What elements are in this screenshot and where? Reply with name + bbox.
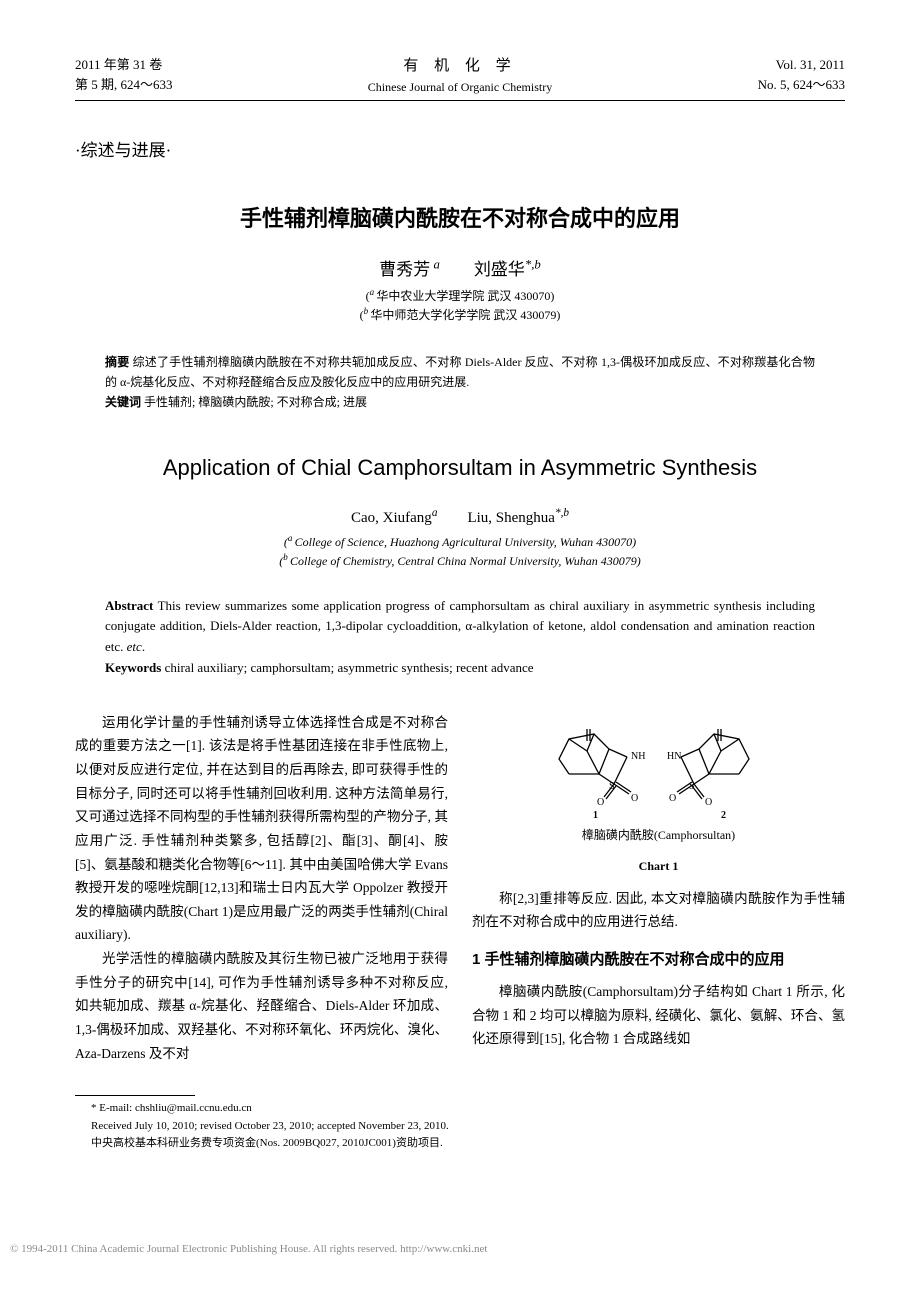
- chart-caption-cn: 樟脑磺内酰胺(Camphorsultan): [472, 825, 845, 846]
- abstract-en-label: Abstract: [105, 598, 153, 613]
- page-footer: © 1994-2011 China Academic Journal Elect…: [0, 1243, 920, 1255]
- camphorsultam-structures-icon: NH HN S S O O O O 1 2: [529, 711, 789, 821]
- header-right-line2: No. 5, 624～633: [665, 75, 845, 95]
- journal-name-en: Chinese Journal of Organic Chemistry: [255, 78, 665, 96]
- authors-en: Cao, Xiufanga Liu, Shenghua*,b: [75, 507, 845, 527]
- body-left-p2: 光学活性的樟脑磺内酰胺及其衍生物已被广泛地用于获得手性分子的研究中[14], 可…: [75, 947, 448, 1065]
- svg-text:O: O: [669, 793, 676, 804]
- body-right-p2: 樟脑磺内酰胺(Camphorsultam)分子结构如 Chart 1 所示, 化…: [472, 980, 845, 1051]
- running-header: 2011 年第 31 卷 第 5 期, 624～633 有 机 化 学 Chin…: [75, 55, 845, 96]
- header-left: 2011 年第 31 卷 第 5 期, 624～633: [75, 55, 255, 94]
- author2-en-sup: *,b: [555, 507, 569, 519]
- footnotes: * E-mail: chshliu@mail.ccnu.edu.cn Recei…: [91, 1100, 845, 1153]
- svg-text:2: 2: [721, 810, 726, 821]
- affiliations-en: (a College of Science, Huazhong Agricult…: [75, 532, 845, 570]
- journal-name-cn: 有 机 化 学: [255, 55, 665, 78]
- header-rule: [75, 100, 845, 101]
- abstract-en-text: This review summarizes some application …: [105, 598, 815, 655]
- chart-caption-en: Chart 1: [472, 856, 845, 877]
- affil-en-2: (b College of Chemistry, Central China N…: [75, 551, 845, 570]
- footnote-funding: 中央高校基本科研业务费专项资金(Nos. 2009BQ027, 2010JC00…: [91, 1135, 845, 1153]
- affil-cn-1: (a 华中农业大学理学院 武汉 430070): [75, 286, 845, 305]
- article-title-cn: 手性辅剂樟脑磺内酰胺在不对称合成中的应用: [75, 201, 845, 233]
- header-left-line2: 第 5 期, 624～633: [75, 75, 255, 95]
- author1-en-sup: a: [432, 507, 438, 519]
- abstract-cn-text: 综述了手性辅剂樟脑磺内酰胺在不对称共轭加成反应、不对称 Diels-Alder …: [105, 355, 815, 389]
- abstract-en: Abstract This review summarizes some app…: [75, 596, 845, 679]
- left-column: 运用化学计量的手性辅剂诱导立体选择性合成是不对称合成的重要方法之一[1]. 该法…: [75, 711, 448, 1065]
- header-right: Vol. 31, 2011 No. 5, 624～633: [665, 55, 845, 94]
- keywords-cn-text: 手性辅剂; 樟脑磺内酰胺; 不对称合成; 进展: [141, 395, 367, 409]
- keywords-cn-label: 关键词: [105, 395, 141, 409]
- affiliations-cn: (a 华中农业大学理学院 武汉 430070) (b 华中师范大学化学学院 武汉…: [75, 286, 845, 324]
- abstract-cn: 摘要 综述了手性辅剂樟脑磺内酰胺在不对称共轭加成反应、不对称 Diels-Ald…: [75, 352, 845, 413]
- body-left-p1: 运用化学计量的手性辅剂诱导立体选择性合成是不对称合成的重要方法之一[1]. 该法…: [75, 711, 448, 947]
- svg-text:O: O: [705, 797, 712, 808]
- svg-text:S: S: [689, 781, 695, 792]
- page: 2011 年第 31 卷 第 5 期, 624～633 有 机 化 学 Chin…: [0, 0, 920, 1193]
- svg-text:O: O: [597, 797, 604, 808]
- affil-en-1: (a College of Science, Huazhong Agricult…: [75, 532, 845, 551]
- keywords-en-text: chiral auxiliary; camphorsultam; asymmet…: [161, 660, 533, 675]
- svg-text:S: S: [609, 781, 615, 792]
- svg-text:1: 1: [593, 810, 598, 821]
- authors-cn: 曹秀芳 a 刘盛华*,b: [75, 255, 845, 280]
- svg-text:NH: NH: [631, 751, 645, 762]
- keywords-en-label: Keywords: [105, 660, 161, 675]
- abstract-cn-label: 摘要: [105, 355, 129, 369]
- author1-en: Cao, Xiufang: [351, 510, 432, 526]
- header-left-line1: 2011 年第 31 卷: [75, 55, 255, 75]
- header-right-line1: Vol. 31, 2011: [665, 55, 845, 75]
- affil-cn-2: (b 华中师范大学化学学院 武汉 430079): [75, 305, 845, 324]
- author1-cn: 曹秀芳: [379, 260, 430, 279]
- article-title-en: Application of Chial Camphorsultam in As…: [75, 455, 845, 481]
- svg-text:HN: HN: [667, 751, 681, 762]
- footnote-rule: [75, 1095, 195, 1096]
- section-label: ·综述与进展·: [75, 136, 845, 161]
- chart-1: NH HN S S O O O O 1 2 樟脑磺内酰胺(Camphorsult…: [472, 711, 845, 877]
- author2-cn: 刘盛华: [474, 260, 525, 279]
- body-right-p1: 称[2,3]重排等反应. 因此, 本文对樟脑磺内酰胺作为手性辅剂在不对称合成中的…: [472, 887, 845, 934]
- right-column: NH HN S S O O O O 1 2 樟脑磺内酰胺(Camphorsult…: [472, 711, 845, 1065]
- section-1-heading: 1 手性辅剂樟脑磺内酰胺在不对称合成中的应用: [472, 948, 845, 972]
- author2-en: Liu, Shenghua: [467, 510, 555, 526]
- footnote-dates: Received July 10, 2010; revised October …: [91, 1118, 845, 1136]
- footnote-email: * E-mail: chshliu@mail.ccnu.edu.cn: [91, 1100, 845, 1118]
- body-columns: 运用化学计量的手性辅剂诱导立体选择性合成是不对称合成的重要方法之一[1]. 该法…: [75, 711, 845, 1065]
- header-center: 有 机 化 学 Chinese Journal of Organic Chemi…: [255, 55, 665, 96]
- svg-text:O: O: [631, 793, 638, 804]
- author1-cn-sup: a: [430, 257, 440, 271]
- author2-cn-sup: *,b: [525, 257, 541, 271]
